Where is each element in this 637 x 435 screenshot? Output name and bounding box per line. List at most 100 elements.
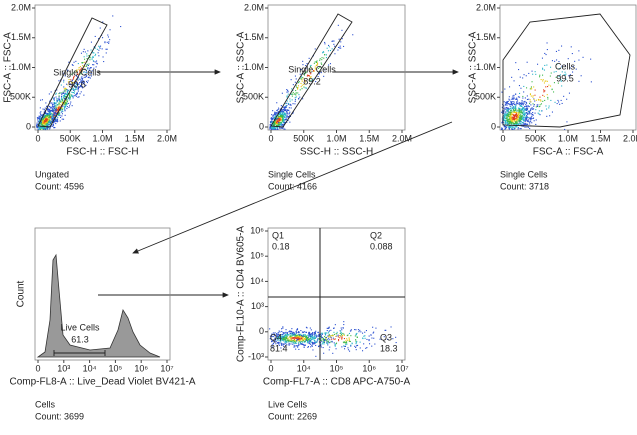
event-dot <box>61 113 63 115</box>
event-dot <box>522 116 524 118</box>
event-dot <box>73 89 75 91</box>
event-dot <box>315 341 317 343</box>
event-dot <box>307 346 309 348</box>
event-dot <box>527 120 529 122</box>
event-dot <box>504 103 506 105</box>
event-dot <box>42 127 44 129</box>
event-dot <box>292 334 294 336</box>
event-dot <box>271 118 273 120</box>
event-dot <box>321 343 323 345</box>
event-dot <box>505 127 507 129</box>
event-dot <box>280 116 282 118</box>
event-dot <box>524 105 526 107</box>
event-dot <box>334 324 336 326</box>
event-dot <box>296 328 298 330</box>
event-dot <box>50 110 52 112</box>
event-dot <box>274 124 276 126</box>
event-dot <box>526 116 528 118</box>
event-dot <box>298 331 300 333</box>
event-dot <box>273 333 275 335</box>
y-tick-label: 10⁵ <box>250 251 264 261</box>
event-dot <box>328 341 330 343</box>
event-dot <box>57 114 59 116</box>
event-dot <box>296 337 298 339</box>
event-dot <box>325 337 327 339</box>
event-dot <box>532 117 534 119</box>
event-dot <box>522 95 524 97</box>
event-dot <box>89 67 91 69</box>
event-dot <box>63 72 65 74</box>
event-dot <box>56 109 58 111</box>
event-dot <box>56 110 58 112</box>
event-dot <box>285 347 287 349</box>
event-dot <box>73 92 75 94</box>
event-dot <box>47 108 49 110</box>
event-dot <box>275 116 277 118</box>
event-dot <box>82 51 84 53</box>
event-dot <box>53 120 55 122</box>
event-dot <box>269 127 271 129</box>
event-dot <box>315 65 317 67</box>
gate-name: Cells <box>555 61 576 71</box>
event-dot <box>280 337 282 339</box>
event-dot <box>279 122 281 124</box>
event-dot <box>306 335 308 337</box>
event-dot <box>529 93 531 95</box>
event-dot <box>51 116 53 118</box>
event-dot <box>57 120 59 122</box>
event-dot <box>310 339 312 341</box>
event-dot <box>350 329 352 331</box>
event-dot <box>590 58 592 60</box>
event-dot <box>529 120 531 122</box>
event-dot <box>511 110 513 112</box>
event-dot <box>294 337 296 339</box>
event-dot <box>328 334 330 336</box>
event-dot <box>566 121 568 123</box>
event-dot <box>278 119 280 121</box>
event-dot <box>516 101 518 103</box>
event-dot <box>41 114 43 116</box>
event-dot <box>285 109 287 111</box>
x-tick-label: 1.0M <box>558 133 578 143</box>
event-dot <box>302 337 304 339</box>
event-dot <box>333 342 335 344</box>
event-dot <box>279 336 281 338</box>
event-dot <box>53 127 55 129</box>
event-dot <box>283 115 285 117</box>
event-dot <box>540 79 542 81</box>
event-dot <box>325 336 327 338</box>
event-dot <box>67 70 69 72</box>
event-dot <box>294 342 296 344</box>
event-dot <box>65 101 67 103</box>
event-dot <box>272 340 274 342</box>
event-dot <box>286 89 288 91</box>
event-dot <box>306 336 308 338</box>
event-dot <box>550 85 552 87</box>
event-dot <box>323 342 325 344</box>
event-dot <box>304 340 306 342</box>
event-dot <box>320 339 322 341</box>
event-dot <box>509 122 511 124</box>
event-dot <box>61 94 63 96</box>
event-dot <box>515 114 517 116</box>
event-dot <box>515 112 517 114</box>
event-dot <box>51 115 53 117</box>
event-dot <box>522 104 524 106</box>
event-dot <box>285 329 287 331</box>
event-dot <box>288 344 290 346</box>
event-dot <box>561 71 563 73</box>
event-dot <box>63 88 65 90</box>
event-dot <box>276 339 278 341</box>
event-dot <box>281 336 283 338</box>
event-dot <box>527 121 529 123</box>
event-dot <box>297 87 299 89</box>
event-dot <box>519 119 521 121</box>
event-dot <box>342 341 344 343</box>
event-dot <box>506 114 508 116</box>
event-dot <box>91 57 93 59</box>
event-dot <box>112 15 114 17</box>
event-dot <box>310 337 312 339</box>
event-dot <box>64 102 66 104</box>
event-dot <box>297 345 299 347</box>
event-dot <box>515 121 517 123</box>
